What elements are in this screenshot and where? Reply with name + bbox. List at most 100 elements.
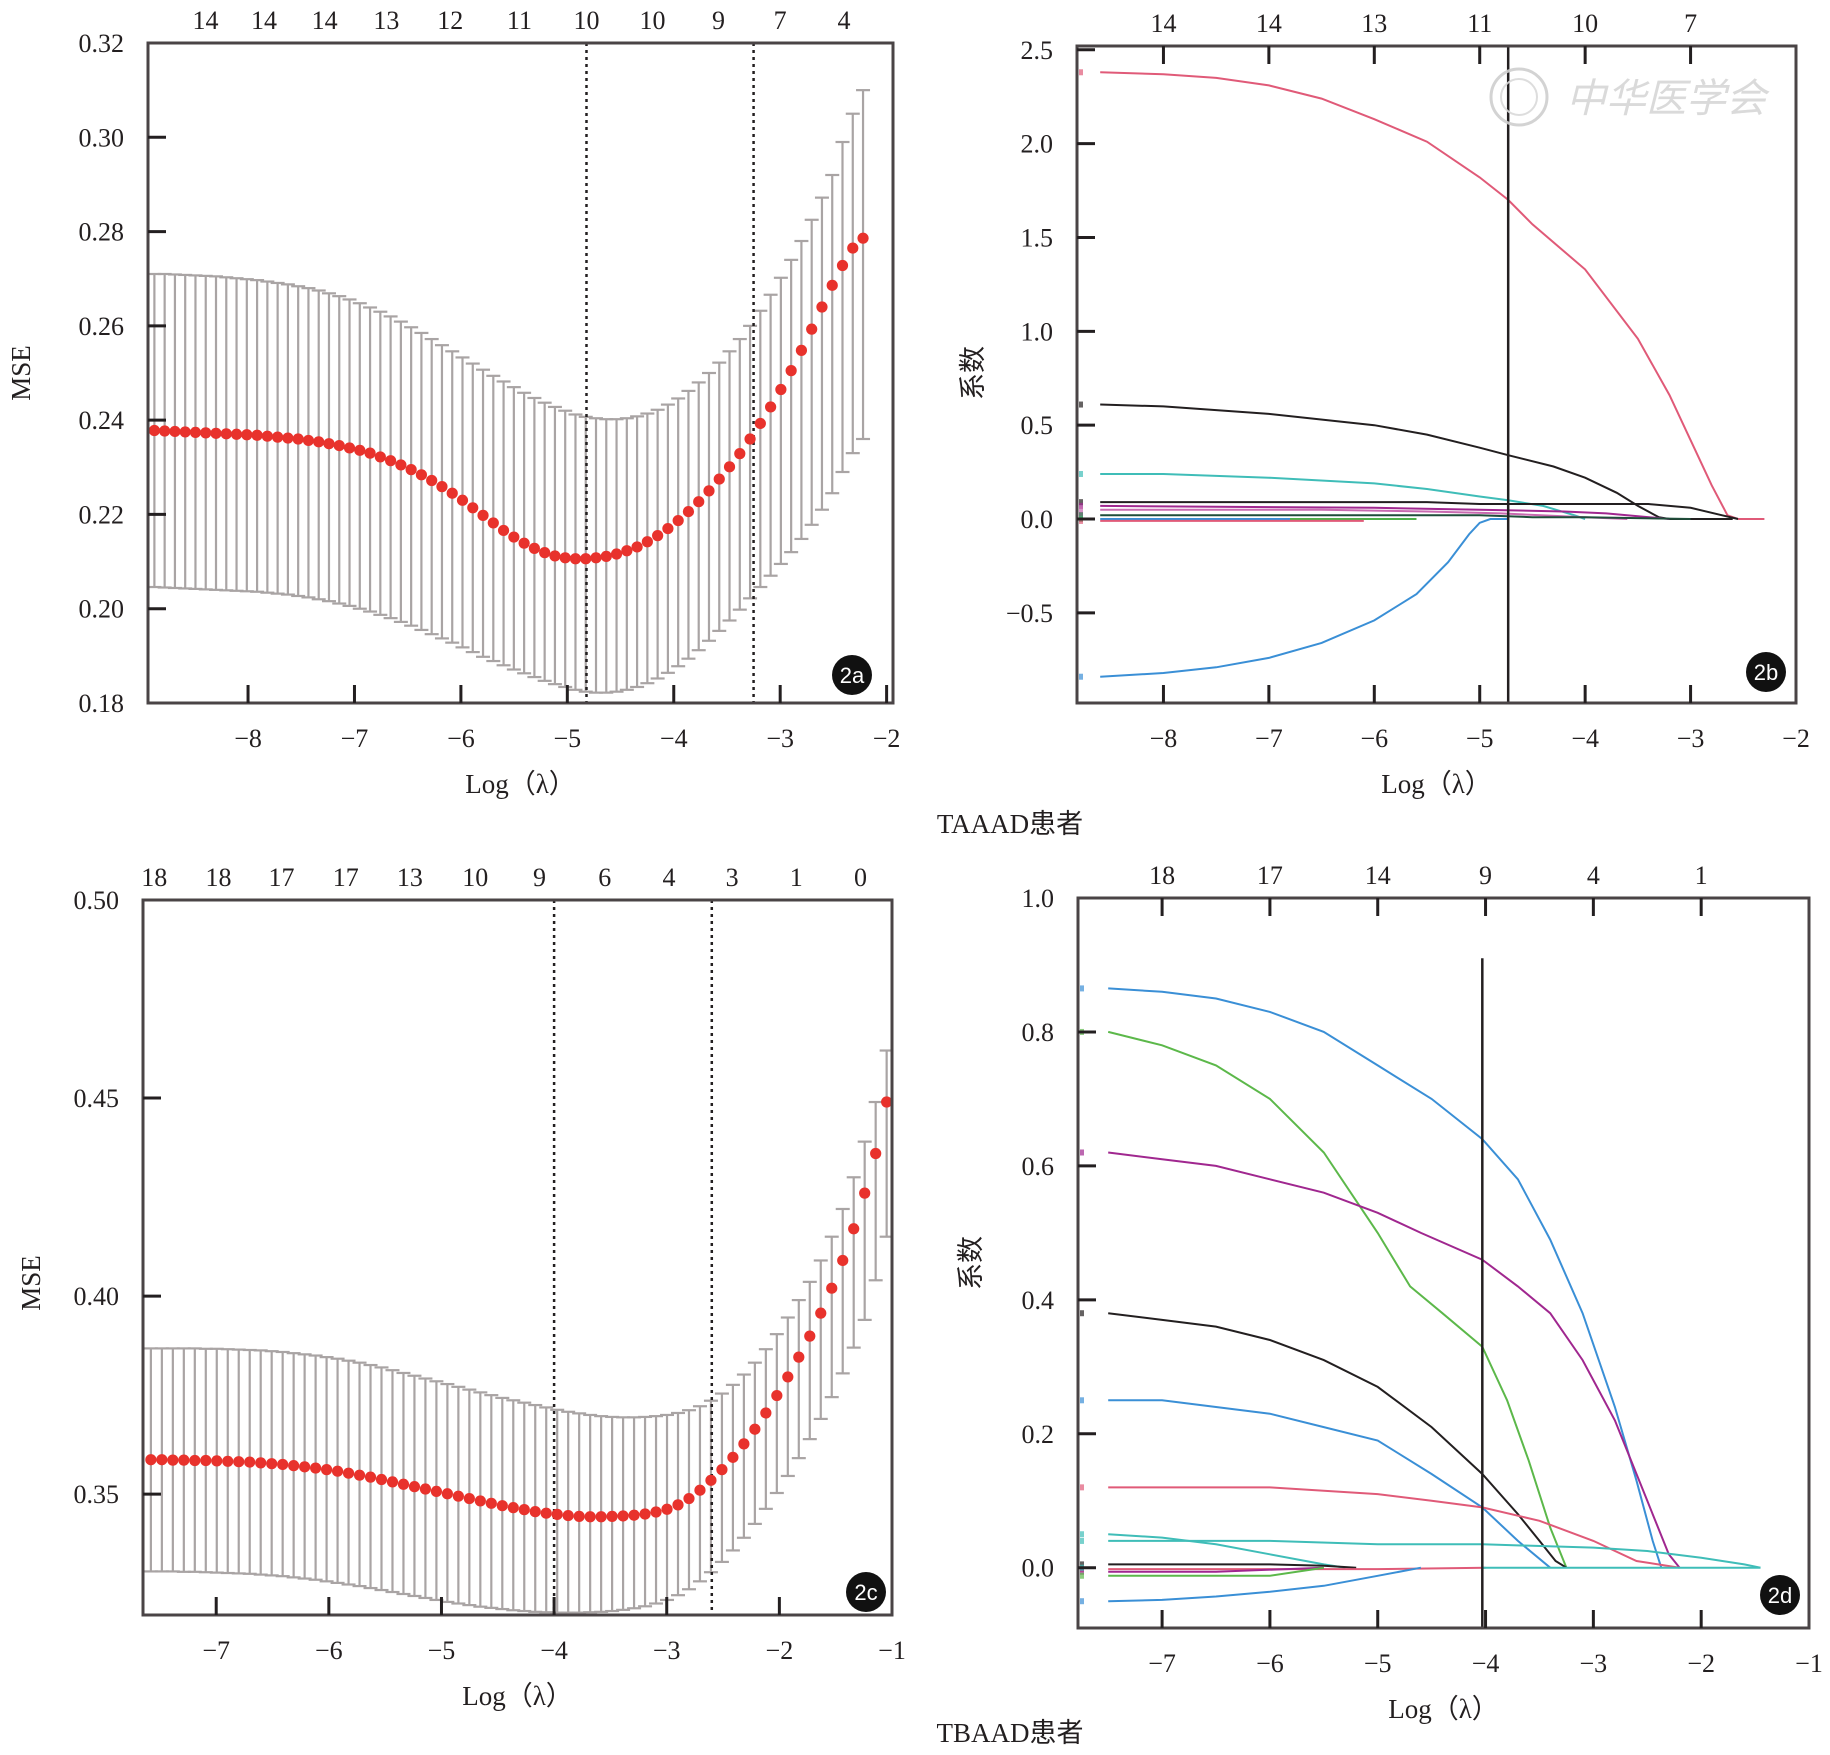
coef-path-var-black-2: [1100, 501, 1739, 520]
mse-point: [220, 428, 232, 440]
top-tick-label: 11: [507, 6, 532, 35]
mse-point: [621, 545, 633, 557]
coef-path-var-green-flat: [1108, 1566, 1324, 1577]
mse-point: [795, 344, 808, 356]
mse-point: [333, 440, 345, 452]
mse-point: [540, 1507, 552, 1519]
y-tick-label: 2.5: [1021, 36, 1054, 65]
error-bar: [373, 310, 388, 616]
mse-point: [456, 494, 469, 506]
mse-point: [631, 541, 643, 553]
var-index-mark: [1079, 499, 1083, 506]
panel-2b: −0.5 0.0 0.5 1.0 1.5 2.0 2.5 −8 −7 −6 −5 −4 −3 −2 14 14…: [958, 9, 1810, 799]
top-tick-label: 11: [1467, 9, 1492, 38]
mse-point: [323, 438, 335, 450]
var-index-mark: [1080, 1537, 1084, 1544]
x-tick-label: −3: [766, 724, 794, 753]
panel-badge: 2b: [1746, 652, 1786, 692]
top-tick-label: 7: [774, 6, 787, 35]
x-tick-label: −3: [1677, 724, 1705, 753]
mse-point: [595, 1511, 607, 1523]
x-tick-label: −2: [873, 724, 901, 753]
coef-path-var-green: [1107, 1030, 1568, 1569]
seal-icon: [1489, 67, 1549, 127]
mse-point: [508, 531, 520, 543]
error-bar: [753, 309, 768, 589]
var-index-mark: [1079, 502, 1083, 509]
mse-point: [487, 517, 499, 529]
x-tick-label: −2: [1782, 724, 1810, 753]
error-bar: [558, 409, 573, 689]
top-tick-label: 1: [1695, 861, 1708, 890]
error-bar: [671, 397, 686, 668]
y-tick-label: 0.22: [79, 500, 125, 529]
mse-point: [837, 1254, 849, 1267]
x-tick-label: −4: [540, 1636, 568, 1665]
mse-point: [785, 365, 797, 377]
mse-point: [826, 1282, 838, 1294]
mse-point: [395, 459, 407, 471]
error-bar: [846, 1176, 861, 1349]
mse-point: [650, 1506, 662, 1518]
coef-path-var-teal-1: [1100, 473, 1586, 520]
y-tick-label: 1.0: [1021, 317, 1054, 346]
error-bar: [769, 1333, 784, 1495]
var-index-mark: [1079, 512, 1083, 519]
top-tick-label: 7: [1684, 9, 1697, 38]
top-tick-label: 10: [573, 6, 599, 35]
mse-point: [244, 1456, 256, 1468]
mse-point: [639, 1508, 651, 1520]
mse-point: [415, 469, 428, 481]
mse-point: [606, 1510, 618, 1522]
top-tick-label: 17: [333, 863, 359, 892]
mse-point: [385, 455, 397, 467]
var-index-mark: [1080, 985, 1084, 992]
var-index-mark: [1080, 1149, 1084, 1156]
top-tick-label: 13: [373, 6, 399, 35]
var-index-mark: [1080, 1598, 1084, 1605]
plot-frame: [146, 41, 895, 705]
mse-point: [836, 259, 849, 272]
error-bar: [363, 306, 378, 613]
error-bar: [691, 381, 706, 652]
coef-path-var-teal-2: [1108, 1539, 1761, 1569]
top-tick-label: 0: [854, 863, 867, 892]
error-bar: [722, 350, 737, 622]
error-bar: [813, 1259, 828, 1421]
mse-point: [485, 1497, 497, 1509]
mse-point: [342, 1467, 355, 1479]
mse-point: [272, 431, 284, 443]
panel-2c: 0.350.400.450.50−7 −6 −5 −4 −3 −2 −118 18 17 17 13…: [16, 863, 916, 1711]
mse-point: [169, 425, 181, 438]
mse-point: [580, 553, 592, 565]
mse-point: [452, 1490, 464, 1502]
error-bar: [902, 932, 916, 1110]
top-tick-label: 3: [726, 863, 739, 892]
var-index-mark: [1079, 470, 1083, 477]
mse-point: [793, 1351, 805, 1363]
coef-path-var-purple-1: [1100, 504, 1670, 520]
mse-point: [282, 432, 294, 444]
y-tick-label: 0.0: [1021, 505, 1054, 534]
mse-point: [299, 1461, 311, 1473]
mse-point: [765, 401, 777, 413]
x-tick-label: −7: [1255, 724, 1283, 753]
mse-point: [497, 524, 510, 537]
coef-path-var-blue-2: [1108, 1399, 1551, 1569]
y-tick-label: 0.30: [79, 123, 125, 152]
error-bar: [814, 196, 829, 511]
error-bar: [835, 140, 850, 474]
coef-path-var-black-flat: [1108, 1563, 1357, 1569]
watermark-logo: 中华医学会: [1489, 67, 1770, 127]
panel-badge-circle: [1760, 1575, 1800, 1615]
error-bar: [856, 89, 871, 441]
plot-frame: [1075, 44, 1798, 705]
var-index-mark: [1080, 1310, 1084, 1317]
y-tick-label: 0.45: [74, 1084, 120, 1113]
mse-point: [474, 1495, 486, 1507]
panel-badge-label: 2d: [1768, 1583, 1792, 1608]
mse-point: [288, 1460, 300, 1472]
y-tick-label: −0.5: [1006, 599, 1053, 628]
coef-path-var-purple-flat: [1108, 1566, 1324, 1573]
top-tick-label: 14: [1256, 9, 1282, 38]
